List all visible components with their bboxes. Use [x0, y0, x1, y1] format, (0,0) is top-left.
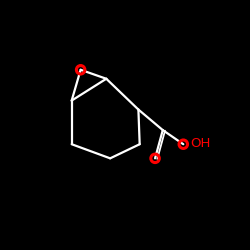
Text: OH: OH	[190, 137, 210, 150]
